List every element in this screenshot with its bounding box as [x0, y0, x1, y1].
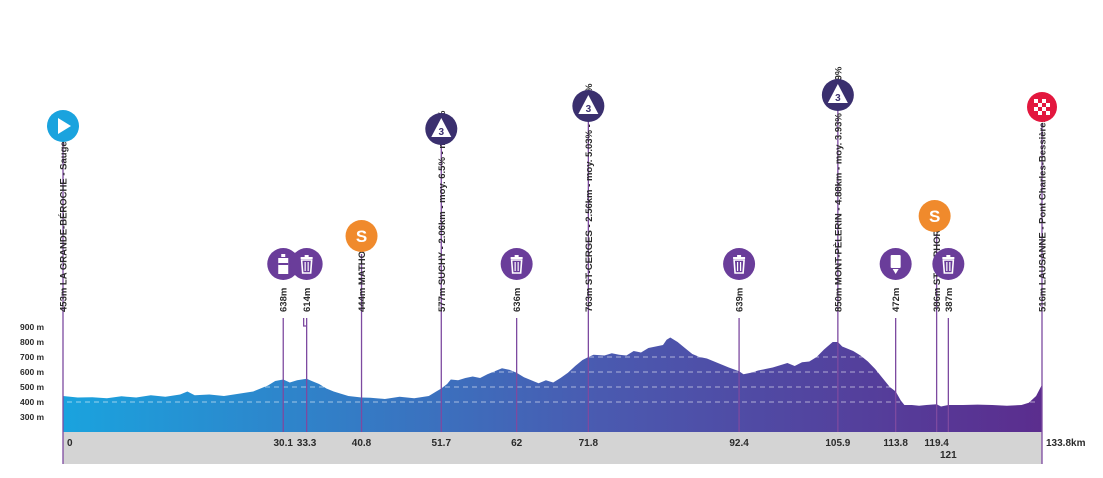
x-end-label: 133.8km [1046, 438, 1086, 449]
sprint-letter: S [356, 227, 367, 246]
finish-check [1042, 99, 1046, 103]
finish-check [1046, 103, 1050, 107]
bin-handle [514, 255, 519, 257]
x-tick-label: 40.8 [352, 438, 372, 449]
sprint-circle [345, 220, 378, 252]
sprint-icon: S [345, 220, 378, 252]
x-tick-label: 0 [67, 438, 73, 449]
location-label: 638m [279, 288, 290, 312]
bin-lid [733, 257, 746, 259]
bin-lid [300, 257, 313, 259]
location-label: 472m [891, 288, 902, 312]
x-tick-label: 62 [511, 438, 523, 449]
location-label: 636m [512, 288, 523, 312]
bottle-band [278, 263, 289, 265]
finish-check [1034, 99, 1038, 103]
x-tick-label: 51.7 [432, 438, 452, 449]
climb-category: 3 [439, 127, 445, 138]
sprint-circle [918, 200, 951, 232]
climb-cat-icon: 3 [572, 90, 605, 122]
water-bottle-icon [267, 248, 300, 280]
feed-zone-icon [879, 248, 912, 280]
climb-triangle [827, 84, 848, 103]
climb-category: 3 [586, 104, 592, 115]
location-line-elbow [303, 318, 307, 327]
x-tick-label: 92.4 [729, 438, 749, 449]
location-label: 639m [735, 288, 746, 312]
y-tick-label: 800 m [20, 337, 45, 347]
start-play-icon [47, 110, 79, 142]
bin-handle [304, 255, 309, 257]
y-tick-label: 400 m [20, 397, 45, 407]
location-label: 444m MATHOD [357, 244, 368, 312]
trash-bin-icon [500, 248, 533, 280]
sprint-icon: S [918, 200, 951, 232]
location-label: 614m [302, 288, 313, 312]
y-tick-label: 500 m [20, 382, 45, 392]
start-play-triangle [58, 118, 71, 134]
service-circle [500, 248, 533, 280]
bin-body [942, 259, 955, 274]
elevation-profile [63, 337, 1042, 432]
y-tick-label: 700 m [20, 352, 45, 362]
bottle-cap [281, 254, 286, 257]
y-tick-label: 300 m [20, 412, 45, 422]
location-label: 387m [944, 288, 955, 312]
ground-band [63, 432, 1042, 464]
climb-triangle [431, 118, 452, 137]
service-circle [723, 248, 756, 280]
y-tick-label: 900 m [20, 322, 45, 332]
x-tick-label: 119.4 [924, 438, 949, 449]
location-label: 850m MONT-PÈLERIN - 4.88km - moy. 3.93% … [833, 66, 844, 312]
finish-flag-icon [1027, 92, 1057, 122]
climb-triangle [578, 95, 599, 114]
sprint-letter: S [929, 207, 940, 226]
climb-cat-icon: 3 [425, 113, 458, 145]
bin-lid [942, 257, 955, 259]
service-circle [290, 248, 323, 280]
bin-body [733, 259, 745, 274]
feed-arrow [892, 269, 899, 274]
x-tick-label: 71.8 [579, 438, 599, 449]
climb-cat-icon: 3 [821, 79, 854, 111]
location-label: 577m SUCHY - 2.06km - moy. 6.5% - max. 8… [437, 110, 448, 312]
location-label: 453m LA GRANDE-BÉROCHE - Sauges [59, 136, 70, 312]
x-tick-label: 121 [940, 450, 957, 461]
trash-bin-icon [932, 248, 965, 280]
bin-handle [737, 255, 742, 257]
y-tick-label: 600 m [20, 367, 45, 377]
bin-lid [510, 257, 523, 259]
finish-check [1042, 107, 1046, 111]
bin-body [300, 259, 313, 274]
bin-body [510, 259, 523, 274]
x-tick-label: 113.8 [883, 438, 908, 449]
trash-bin-icon [290, 248, 323, 280]
location-label: 516m LAUSANNE - Pont Charles-Bessières [1038, 117, 1049, 312]
location-label: 763m ST-CERGES - 2.56km - moy. 5.03% - m… [584, 83, 595, 312]
finish-check [1046, 111, 1050, 115]
x-tick-label: 33.3 [297, 438, 317, 449]
x-tick-label: 105.9 [825, 438, 850, 449]
climb-category: 3 [835, 93, 841, 104]
x-tick-label: 30.1 [274, 438, 294, 449]
service-circle [932, 248, 965, 280]
finish-check [1034, 107, 1038, 111]
bottle-body [278, 258, 289, 274]
finish-check [1038, 103, 1042, 107]
bin-handle [946, 255, 951, 257]
finish-check [1038, 111, 1042, 115]
trash-bin-icon [723, 248, 756, 280]
feed-bag [890, 255, 901, 268]
